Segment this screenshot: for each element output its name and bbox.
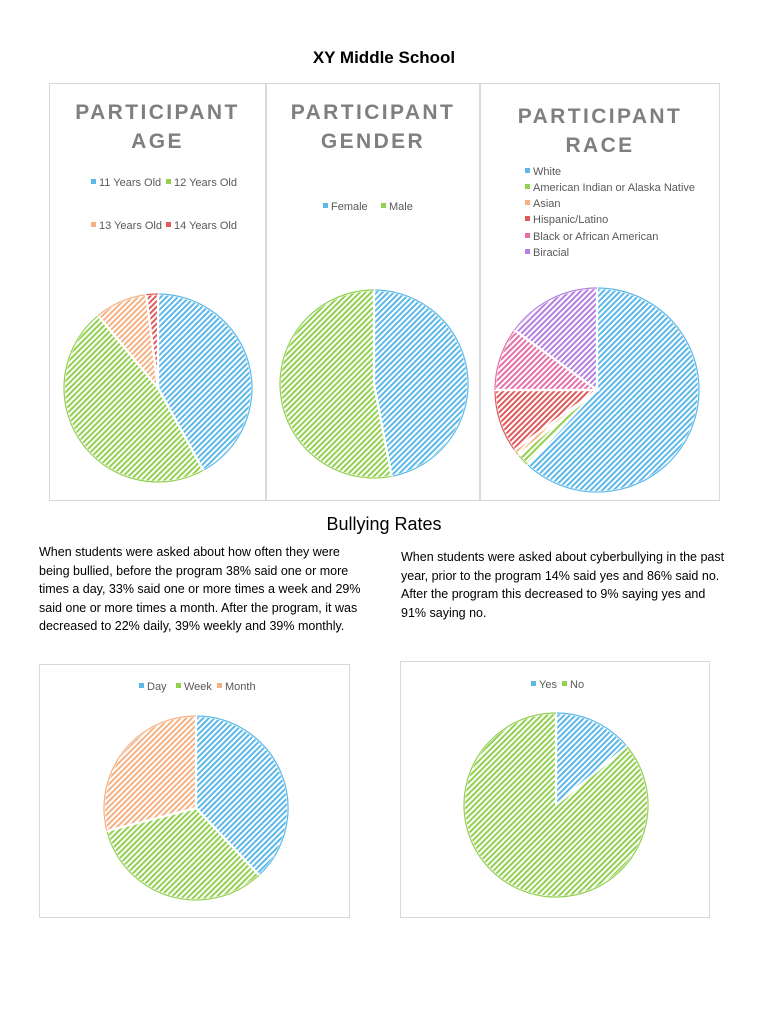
legend-label: 14 Years Old (174, 220, 237, 232)
paragraph-bullying: When students were asked about how often… (39, 545, 361, 633)
pie-slice-edge (555, 712, 628, 747)
legend-item-no: No (562, 679, 584, 691)
pie-slice-edge (106, 830, 260, 901)
legend-item-12-years: 12 Years Old (166, 177, 237, 189)
legend-label: Asian (533, 198, 561, 210)
legend-label: Hispanic/Latino (533, 214, 609, 226)
pie-slice-edge (97, 294, 147, 317)
legend-swatch-blue (525, 168, 530, 173)
legend-swatch-blue (91, 179, 96, 184)
legend-item-hispanic: Hispanic/Latino (525, 214, 608, 226)
legend-swatch-green (562, 681, 567, 686)
legend-swatch-pink (525, 233, 530, 238)
pie-slice-edge (526, 287, 700, 493)
legend-label: Week (184, 681, 212, 693)
legend-label: 12 Years Old (174, 177, 237, 189)
chart-bullying: Day Week Month (39, 664, 350, 918)
legend-label: American Indian or Alaska Native (533, 182, 696, 194)
pie-slice-edge (463, 712, 649, 898)
pie-bullying (102, 714, 290, 902)
legend-label: 11 Years Old (99, 177, 162, 189)
legend-label: Female (331, 201, 368, 213)
legend-swatch-blue (531, 681, 536, 686)
pie-slice-female (372, 288, 470, 478)
pie-slice-edge (103, 715, 197, 832)
pie-gender (278, 288, 470, 480)
legend-swatch-purple (525, 249, 530, 254)
legend-item-american-indian: American Indian or Alaska Native (525, 182, 695, 194)
legend-item-female: Female (323, 201, 368, 213)
legend-label: Day (147, 681, 167, 693)
legend-item-black: Black or African American (525, 231, 658, 243)
legend-label: No (570, 679, 585, 691)
chart-title-line-1: PARTICIPANT (290, 101, 456, 124)
legend-item-biracial: Biracial (525, 247, 569, 259)
pie-slice-edge (195, 715, 289, 876)
legend-swatch-blue (323, 203, 328, 208)
legend-item-week: Week (176, 681, 212, 693)
legend-item-11-years: 11 Years Old (91, 177, 161, 189)
chart-gender: PARTICIPANT GENDER Female Male (266, 83, 480, 501)
legend-swatch-green (525, 184, 530, 189)
section-title: Bullying Rates (326, 514, 442, 534)
legend-swatch-orange (91, 222, 96, 227)
legend-swatch-green (381, 203, 386, 208)
legend-item-day: Day (139, 681, 167, 693)
legend-item-male: Male (381, 201, 413, 213)
legend-label: 13 Years Old (99, 220, 162, 232)
legend-item-yes: Yes (531, 679, 557, 691)
legend-item-14-years: 14 Years Old (166, 220, 237, 232)
chart-title-line-2: AGE (131, 130, 184, 153)
pie-race (493, 286, 701, 494)
legend-swatch-green (176, 683, 181, 688)
legend-label: Biracial (533, 247, 570, 259)
legend-swatch-orange (525, 200, 530, 205)
pie-slice-edge (494, 329, 515, 391)
legend-item-month: Month (217, 681, 256, 693)
pie-slice-edge (279, 289, 392, 479)
legend-item-white: White (525, 166, 561, 178)
pie-slice-edge (494, 389, 515, 451)
chart-title-line-1: PARTICIPANT (517, 105, 683, 128)
legend-label: White (533, 166, 562, 178)
chart-race: PARTICIPANT RACE White American Indian o… (480, 83, 720, 501)
chart-title-line-1: PARTICIPANT (75, 101, 240, 124)
pie-slice-edge (373, 289, 469, 477)
page-title: XY Middle School (312, 48, 456, 67)
legend-swatch-blue (139, 683, 144, 688)
legend-swatch-red (525, 216, 530, 221)
pie-slice-edge (146, 293, 159, 296)
legend-label: Male (389, 201, 413, 213)
chart-age: PARTICIPANT AGE 11 Years Old 12 Years Ol… (49, 83, 266, 501)
pie-age (62, 292, 254, 484)
pie-slice-edge (157, 293, 253, 471)
legend-label: Black or African American (533, 231, 659, 243)
chart-cyberbullying: Yes No (400, 661, 710, 918)
chart-title-line-2: RACE (565, 134, 635, 157)
legend-label: Month (225, 681, 256, 693)
pie-slice-male (278, 288, 393, 480)
legend-swatch-orange (217, 683, 222, 688)
paragraph-cyberbullying: When students were asked about cyberbull… (401, 550, 725, 620)
legend-item-13-years: 13 Years Old (91, 220, 162, 232)
legend-label: Yes (539, 679, 557, 691)
legend-item-asian: Asian (525, 198, 561, 210)
legend-swatch-green (166, 179, 171, 184)
pie-slice-edge (63, 315, 204, 483)
pie-cyberbullying (462, 711, 650, 899)
legend-swatch-red (166, 222, 171, 227)
pie-slice-edge (513, 287, 598, 331)
chart-title-line-2: GENDER (320, 130, 426, 153)
